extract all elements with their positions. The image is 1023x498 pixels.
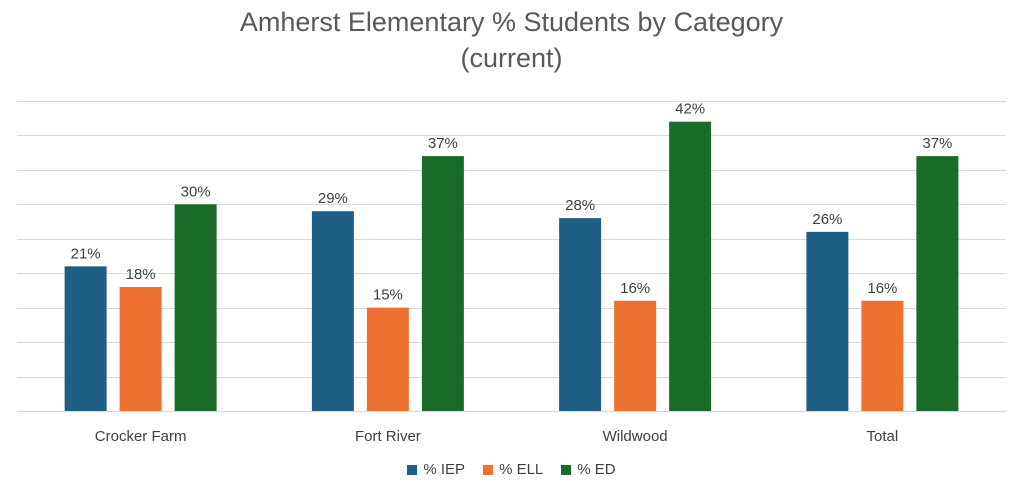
data-label: 16% xyxy=(867,280,897,297)
x-tick-label: Crocker Farm xyxy=(95,428,187,445)
bar-ell-fort-river xyxy=(366,307,409,411)
legend-swatch-iep xyxy=(407,464,418,475)
data-label: 29% xyxy=(318,190,348,207)
bar-iep-wildwood xyxy=(559,218,602,411)
bar-ed-fort-river xyxy=(421,156,464,411)
data-label: 18% xyxy=(126,266,156,283)
data-label: 42% xyxy=(675,101,705,118)
legend-swatch-ed xyxy=(561,464,572,475)
bar-ed-total xyxy=(916,156,959,411)
chart-subtitle: (current) xyxy=(460,43,563,73)
chart-legend: % IEP % ELL % ED xyxy=(0,461,1023,478)
data-label: 28% xyxy=(565,197,595,214)
data-label: 37% xyxy=(428,135,458,152)
legend-item-ell: % ELL xyxy=(483,461,543,478)
bar-iep-total xyxy=(806,231,849,411)
bar-ed-wildwood xyxy=(669,121,712,412)
x-tick-label: Wildwood xyxy=(603,428,668,445)
data-label: 37% xyxy=(922,135,952,152)
legend-label-ell: % ELL xyxy=(499,461,544,478)
data-label: 15% xyxy=(373,287,403,304)
data-label: 26% xyxy=(812,211,842,228)
legend-label-iep: % IEP xyxy=(423,461,466,478)
legend-label-ed: % ED xyxy=(577,461,616,478)
bar-ed-crocker-farm xyxy=(174,204,217,411)
x-tick-label: Fort River xyxy=(355,428,421,445)
legend-item-ed: % ED xyxy=(561,461,616,478)
chart-title: Amherst Elementary % Students by Categor… xyxy=(239,7,784,37)
legend-item-iep: % IEP xyxy=(407,461,465,478)
bar-ell-total xyxy=(861,300,904,411)
x-tick-label: Total xyxy=(867,428,899,445)
bar-ell-crocker-farm xyxy=(119,287,162,411)
bar-ell-wildwood xyxy=(614,300,657,411)
legend-swatch-ell xyxy=(483,464,494,475)
data-label: 30% xyxy=(181,183,211,200)
bar-iep-fort-river xyxy=(311,211,354,411)
bar-iep-crocker-farm xyxy=(64,266,107,411)
data-label: 21% xyxy=(71,245,101,262)
data-label: 16% xyxy=(620,280,650,297)
